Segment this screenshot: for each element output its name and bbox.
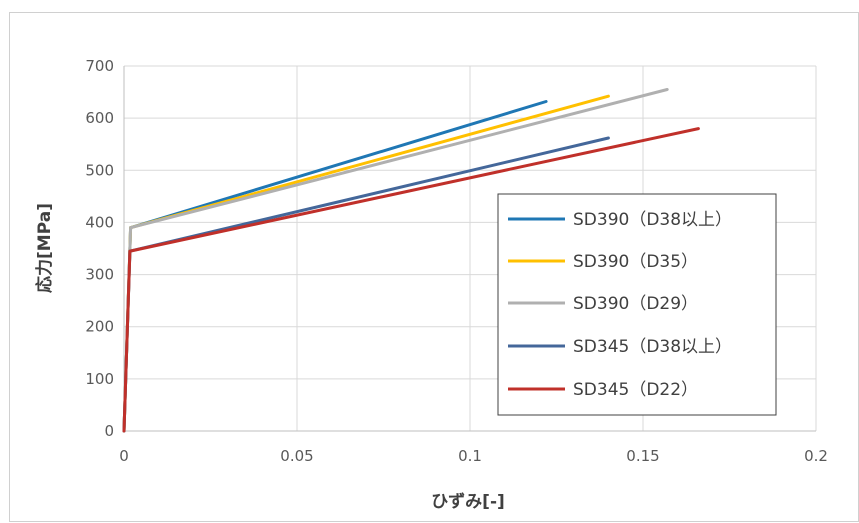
chart-frame: 0 100 200 300 400 500 600 700 0 0.05 0.1 0.15 0.2 応力… (9, 12, 859, 522)
x-tick-label: 0.1 (458, 447, 482, 465)
series-lines (122, 88, 700, 433)
x-tick-label: 0.05 (280, 447, 313, 465)
legend-label-sd390-d35: SD390（D35） (573, 252, 698, 272)
y-tick-label: 300 (85, 266, 114, 284)
y-tick-label: 400 (85, 213, 114, 231)
x-tick-label: 0 (119, 447, 129, 465)
x-tick-label: 0.15 (626, 447, 659, 465)
legend-label-sd390-d29: SD390（D29） (573, 294, 698, 314)
y-tick-label: 600 (85, 109, 114, 127)
series-line-4 (122, 127, 700, 433)
stress-strain-chart: 0 100 200 300 400 500 600 700 0 0.05 0.1 0.15 0.2 応力… (34, 57, 828, 512)
y-tick-label: 100 (85, 370, 114, 388)
y-tick-label: 200 (85, 318, 114, 336)
legend-label-sd390-d38: SD390（D38以上） (573, 210, 732, 230)
tick-labels: 0 100 200 300 400 500 600 700 0 0.05 0.1 0.15 0.2 (85, 57, 828, 465)
y-tick-label: 500 (85, 161, 114, 179)
x-axis-title: ひずみ[-] (431, 492, 505, 512)
y-tick-label: 0 (104, 422, 114, 440)
axes (123, 66, 816, 432)
y-axis-title: 応力[MPa] (34, 203, 55, 293)
legend-label-sd345-d38: SD345（D38以上） (573, 337, 732, 357)
legend-label-sd345-d22: SD345（D22） (573, 380, 698, 400)
series-line-0 (122, 100, 548, 433)
legend: SD390（D38以上） SD390（D35） SD390（D29） SD345… (497, 193, 777, 416)
x-tick-label: 0.2 (804, 447, 828, 465)
y-tick-label: 700 (85, 57, 114, 75)
